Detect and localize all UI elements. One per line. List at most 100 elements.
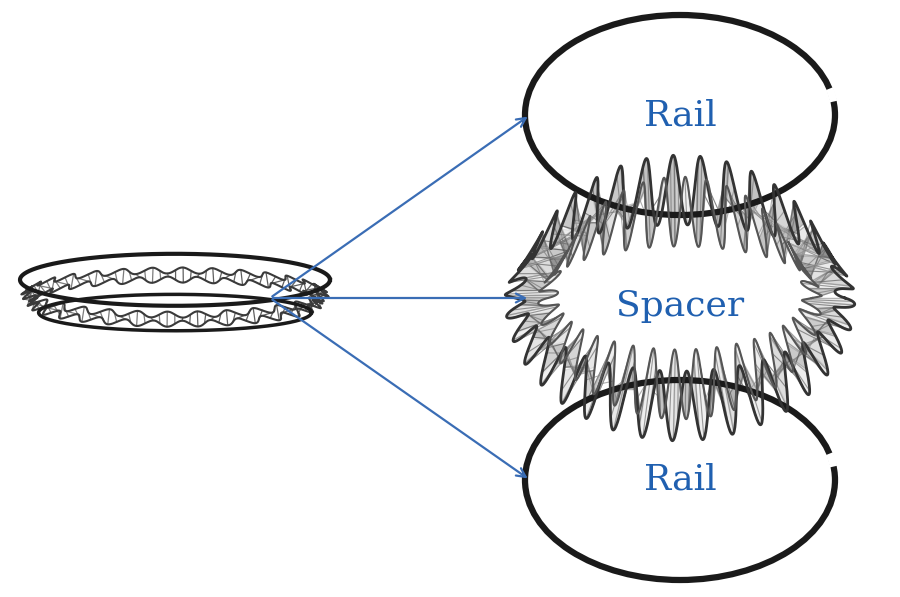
Polygon shape [592, 177, 610, 254]
Polygon shape [744, 171, 760, 253]
Polygon shape [809, 288, 848, 296]
Polygon shape [694, 349, 707, 439]
Polygon shape [525, 322, 572, 364]
Polygon shape [584, 354, 609, 406]
Polygon shape [756, 359, 776, 401]
Polygon shape [718, 349, 737, 431]
Polygon shape [803, 301, 854, 308]
Polygon shape [801, 310, 849, 324]
Polygon shape [577, 190, 607, 247]
Polygon shape [507, 304, 559, 318]
Polygon shape [525, 322, 571, 364]
Polygon shape [624, 182, 645, 228]
Polygon shape [706, 180, 723, 227]
Polygon shape [732, 175, 750, 249]
Polygon shape [564, 347, 583, 380]
Polygon shape [756, 341, 788, 407]
Polygon shape [788, 343, 818, 372]
Polygon shape [769, 202, 798, 261]
Polygon shape [817, 307, 840, 315]
Polygon shape [539, 337, 565, 364]
Polygon shape [682, 177, 690, 225]
Polygon shape [550, 216, 590, 249]
Polygon shape [517, 315, 556, 332]
Polygon shape [666, 155, 675, 247]
Polygon shape [801, 281, 853, 289]
Polygon shape [762, 208, 799, 244]
Polygon shape [573, 192, 598, 259]
Polygon shape [814, 266, 835, 287]
Polygon shape [745, 196, 774, 236]
Text: Rail: Rail [644, 98, 716, 132]
Polygon shape [509, 271, 561, 282]
Polygon shape [789, 227, 831, 267]
Polygon shape [519, 255, 565, 276]
Polygon shape [688, 359, 699, 433]
Polygon shape [802, 298, 855, 304]
Polygon shape [650, 178, 663, 224]
Polygon shape [635, 361, 650, 427]
Polygon shape [656, 178, 669, 226]
Polygon shape [796, 261, 847, 276]
Polygon shape [793, 221, 813, 270]
Polygon shape [518, 317, 562, 340]
Polygon shape [547, 337, 582, 379]
Polygon shape [716, 162, 728, 249]
Polygon shape [788, 242, 835, 264]
Polygon shape [759, 184, 777, 257]
Polygon shape [743, 360, 763, 400]
Polygon shape [608, 363, 622, 405]
Polygon shape [674, 350, 682, 439]
Polygon shape [783, 325, 828, 375]
Polygon shape [799, 309, 850, 330]
Polygon shape [535, 223, 577, 260]
Polygon shape [803, 272, 850, 286]
Polygon shape [518, 313, 550, 325]
Polygon shape [697, 156, 706, 247]
Polygon shape [621, 167, 638, 249]
Polygon shape [552, 211, 572, 267]
Polygon shape [572, 202, 607, 240]
Polygon shape [793, 318, 842, 353]
Polygon shape [803, 320, 835, 335]
Polygon shape [561, 336, 597, 403]
Polygon shape [796, 243, 832, 278]
Polygon shape [666, 349, 675, 441]
Polygon shape [735, 344, 763, 424]
Polygon shape [577, 356, 595, 394]
Polygon shape [724, 165, 741, 245]
Polygon shape [640, 348, 656, 438]
Polygon shape [513, 313, 563, 341]
Polygon shape [701, 369, 713, 415]
Polygon shape [715, 347, 733, 434]
Polygon shape [674, 157, 682, 244]
Polygon shape [778, 226, 819, 257]
Text: Spacer: Spacer [616, 289, 744, 323]
Polygon shape [518, 278, 551, 291]
Polygon shape [593, 354, 615, 406]
Polygon shape [527, 233, 562, 274]
Polygon shape [512, 281, 551, 291]
Polygon shape [802, 332, 824, 354]
Polygon shape [710, 370, 723, 416]
Polygon shape [520, 300, 543, 306]
Polygon shape [598, 190, 625, 233]
Polygon shape [510, 264, 560, 281]
Polygon shape [542, 339, 577, 373]
Polygon shape [562, 193, 587, 260]
Polygon shape [584, 341, 616, 418]
Polygon shape [753, 339, 788, 411]
Polygon shape [797, 263, 847, 281]
Polygon shape [541, 330, 583, 385]
Polygon shape [507, 304, 558, 316]
Polygon shape [688, 164, 698, 242]
Polygon shape [644, 158, 655, 248]
Polygon shape [746, 196, 776, 236]
Polygon shape [505, 290, 558, 296]
Polygon shape [614, 346, 634, 430]
Polygon shape [610, 346, 634, 430]
Polygon shape [777, 224, 819, 254]
Polygon shape [659, 371, 668, 418]
Polygon shape [533, 326, 555, 344]
Polygon shape [762, 189, 792, 253]
